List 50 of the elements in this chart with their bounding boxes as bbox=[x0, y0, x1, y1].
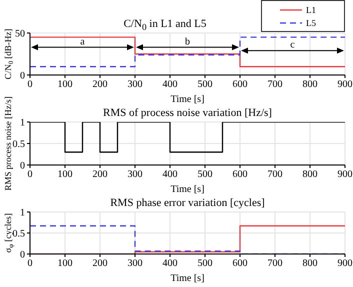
x-axis-title: Time [s] bbox=[170, 273, 204, 284]
chart-title: RMS of process noise variation [Hz/s] bbox=[102, 106, 273, 120]
x-tick-label: 600 bbox=[232, 169, 248, 180]
x-tick-label: 500 bbox=[198, 258, 212, 270]
y-tick-label: 0 bbox=[20, 160, 25, 172]
x-tick-label: 700 bbox=[268, 79, 282, 90]
x-tick-label: 100 bbox=[58, 79, 72, 90]
annotation: a bbox=[80, 36, 86, 48]
y-tick-label: 50 bbox=[15, 28, 25, 40]
x-tick-label: 100 bbox=[58, 169, 72, 180]
x-tick-label: 400 bbox=[162, 258, 178, 270]
x-tick-label: 900 bbox=[338, 79, 352, 90]
x-tick-label: 300 bbox=[128, 258, 142, 270]
legend-label: L5 bbox=[306, 18, 316, 28]
y-tick-label: 1 bbox=[20, 208, 25, 219]
x-tick-label: 600 bbox=[232, 258, 248, 270]
x-tick-label: 800 bbox=[302, 258, 318, 270]
y-tick-label: 0 bbox=[20, 70, 25, 82]
x-tick-label: 200 bbox=[92, 79, 108, 90]
y-tick-label: 0 bbox=[20, 250, 25, 261]
x-tick-label: 800 bbox=[302, 79, 318, 90]
x-tick-label: 200 bbox=[92, 258, 108, 270]
chart-title: C/N$_{0}$ in L1 and L5 bbox=[122, 17, 208, 34]
x-tick-label: 0 bbox=[28, 258, 32, 270]
x-tick-label: 0 bbox=[28, 79, 32, 90]
x-tick-label: 400 bbox=[162, 79, 178, 90]
x-tick-label: 200 bbox=[92, 169, 108, 180]
legend-label: L1 bbox=[306, 4, 316, 14]
y-axis-title: RMS process noise [Hz/s] bbox=[3, 96, 14, 191]
x-tick-label: 900 bbox=[338, 258, 352, 270]
x-tick-label: 500 bbox=[198, 169, 212, 180]
x-tick-label: 800 bbox=[302, 169, 318, 180]
x-tick-label: 300 bbox=[128, 169, 142, 180]
x-tick-label: 400 bbox=[162, 169, 178, 180]
x-axis-title: Time [s] bbox=[170, 94, 204, 105]
x-tick-label: 100 bbox=[58, 258, 72, 270]
x-tick-label: 600 bbox=[232, 79, 248, 90]
x-tick-label: 300 bbox=[128, 79, 142, 90]
y-tick-label: 0.5 bbox=[12, 139, 25, 150]
y-tick-label: 1 bbox=[20, 118, 25, 129]
annotation: c bbox=[290, 40, 296, 51]
y-tick-label: 0.5 bbox=[12, 228, 25, 240]
x-axis-title: Time [s] bbox=[170, 184, 204, 195]
x-tick-label: 900 bbox=[338, 169, 352, 180]
x-tick-label: 700 bbox=[268, 258, 282, 270]
x-tick-label: 0 bbox=[28, 169, 32, 180]
x-tick-label: 500 bbox=[198, 79, 212, 90]
x-tick-label: 700 bbox=[268, 169, 282, 180]
chart-title: RMS phase error variation [cycles] bbox=[109, 196, 266, 210]
annotation: b bbox=[185, 36, 190, 48]
